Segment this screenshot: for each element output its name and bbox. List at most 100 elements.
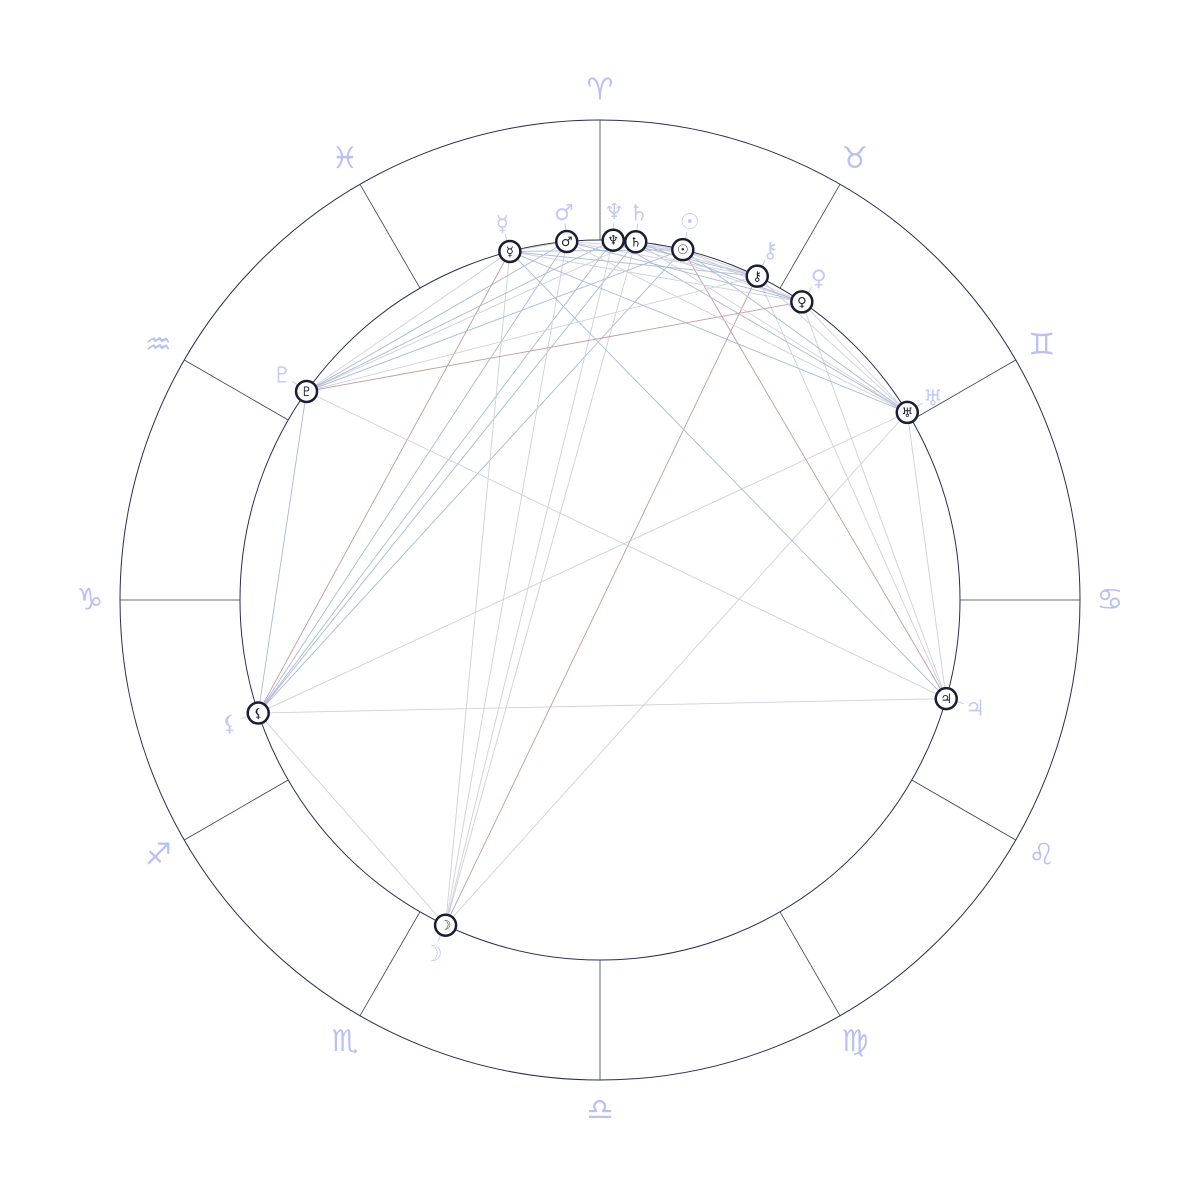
aspect-line-uranus-saturn [635, 241, 908, 413]
sign-scorpio: ♏ [332, 1024, 359, 1059]
aspect-line-neptune-venus [613, 239, 802, 303]
aspect-line-sun-chiron [682, 249, 758, 277]
aspect-line-lilith-pluto [257, 391, 307, 714]
lilith-label: ⚸ [222, 712, 238, 737]
sign-aries: ♈ [587, 73, 614, 108]
aspect-line-jupiter-pluto [306, 391, 947, 700]
sign-cancer: ♋ [1097, 583, 1124, 618]
planet-neptune[interactable]: ♆♆ [601, 200, 625, 252]
aspect-line-saturn-chiron [635, 241, 758, 277]
mercury-marker[interactable] [498, 239, 522, 264]
chart-rings [119, 119, 1081, 1081]
moon-marker[interactable] [433, 913, 458, 937]
planet-sun[interactable]: ☉☉ [671, 210, 700, 262]
aspect-line-lilith-neptune [257, 239, 614, 714]
planet-saturn[interactable]: ♄♄ [624, 201, 649, 254]
sign-divider [184, 779, 289, 841]
planet-jupiter[interactable]: ♃♃ [934, 686, 985, 721]
label-connector [917, 402, 923, 407]
sign-libra: ♎ [587, 1093, 614, 1128]
aspect-line-moon-chiron [445, 275, 758, 926]
aspect-line-jupiter-mercury [509, 251, 947, 699]
sign-divider [359, 184, 421, 289]
aspect-line-pluto-neptune [306, 239, 614, 392]
label-connector [808, 286, 813, 293]
planet-chiron[interactable]: ⚷⚷ [745, 239, 779, 288]
planets: ☿☿♂♂♆♆♄♄☉☉ ⚷⚷ ♀♀♅♅♃♃☽☽⚸ ⚸♇♇ [222, 200, 985, 967]
planet-venus[interactable]: ♀♀ [790, 267, 827, 314]
sign-divider [779, 911, 841, 1016]
aspect-line-moon-mars [445, 241, 568, 926]
lilith-marker[interactable] [246, 701, 270, 725]
sun-marker[interactable] [671, 237, 695, 262]
mars-label: ♂ [554, 201, 574, 226]
uranus-icon: ♅ [901, 406, 913, 421]
aspect-line-mars-venus [566, 241, 802, 303]
lilith-icon: ⚸ [253, 707, 263, 722]
aspect-line-lilith-sun [257, 249, 684, 714]
aspect-line-pluto-sun [306, 249, 683, 392]
jupiter-marker[interactable] [934, 686, 958, 711]
mars-icon: ♂ [561, 235, 573, 250]
sign-taurus: ♉ [842, 141, 869, 176]
sign-gemini: ♊ [1028, 328, 1055, 363]
sign-divider [359, 911, 421, 1016]
label-connector [685, 232, 688, 239]
aspect-line-lilith-jupiter [258, 698, 947, 714]
uranus-label: ♅ [923, 386, 943, 411]
aspect-line-saturn-venus [635, 241, 802, 303]
sign-aquarius: ♒ [145, 328, 172, 363]
aspect-line-mars-chiron [566, 241, 758, 277]
planet-lilith[interactable]: ⚸ ⚸ [222, 701, 270, 737]
saturn-icon: ♄ [630, 235, 642, 250]
sign-divider [779, 184, 841, 289]
aspect-line-pluto-saturn [306, 241, 636, 392]
planet-pluto[interactable]: ♇♇ [272, 364, 319, 404]
outer-ring [119, 119, 1081, 1081]
label-connector [762, 259, 766, 266]
uranus-marker[interactable] [895, 400, 920, 425]
aspect-line-lilith-uranus [258, 412, 908, 714]
aspect-lines [257, 239, 947, 926]
aspect-line-pluto-chiron [306, 275, 758, 392]
aspect-line-moon-saturn [445, 241, 637, 926]
aspect-line-pluto-mercury [306, 251, 511, 392]
chiron-marker[interactable] [745, 264, 769, 288]
planet-uranus[interactable]: ♅♅ [895, 386, 943, 425]
neptune-marker[interactable] [601, 228, 625, 252]
aspect-line-uranus-neptune [612, 239, 908, 413]
planet-mercury[interactable]: ☿☿ [496, 212, 522, 264]
planet-mars[interactable]: ♂♂ [554, 201, 579, 254]
aspect-line-mercury-sun [509, 249, 683, 252]
pluto-marker[interactable] [294, 379, 319, 404]
aspect-line-jupiter-chiron [756, 275, 947, 699]
sign-pisces: ♓ [332, 141, 359, 176]
aspect-line-sun-venus [682, 249, 803, 303]
sign-capricorn: ♑ [77, 583, 104, 618]
aspect-line-moon-mercury [445, 251, 511, 926]
sign-virgo: ♍ [842, 1024, 869, 1059]
mercury-label: ☿ [496, 212, 510, 237]
saturn-marker[interactable] [624, 230, 648, 254]
venus-icon: ♀ [797, 295, 807, 310]
aspect-line-uranus-venus [801, 301, 908, 413]
aspect-line-jupiter-uranus [906, 412, 947, 699]
jupiter-icon: ♃ [940, 692, 952, 707]
label-connector [240, 716, 247, 720]
moon-label: ☽ [423, 942, 443, 967]
moon-icon: ☽ [440, 919, 452, 934]
aspect-line-mercury-venus [509, 251, 802, 303]
aspect-line-moon-uranus [445, 412, 908, 926]
zodiac-signs: ♈ ♉ ♊ ♋ ♌ ♍ ♎ ♏ ♐ ♑ ♒ ♓ [77, 73, 1124, 1128]
aspect-line-uranus-mercury [509, 251, 908, 413]
venus-marker[interactable] [790, 290, 814, 314]
neptune-label: ♆ [604, 200, 624, 225]
aspect-line-lilith-mars [257, 241, 568, 714]
neptune-icon: ♆ [607, 234, 619, 249]
planet-moon[interactable]: ☽☽ [423, 913, 458, 967]
label-connector [504, 233, 508, 240]
aspect-line-uranus-sun [682, 249, 908, 413]
pluto-label: ♇ [272, 364, 292, 389]
mars-marker[interactable] [554, 229, 579, 254]
